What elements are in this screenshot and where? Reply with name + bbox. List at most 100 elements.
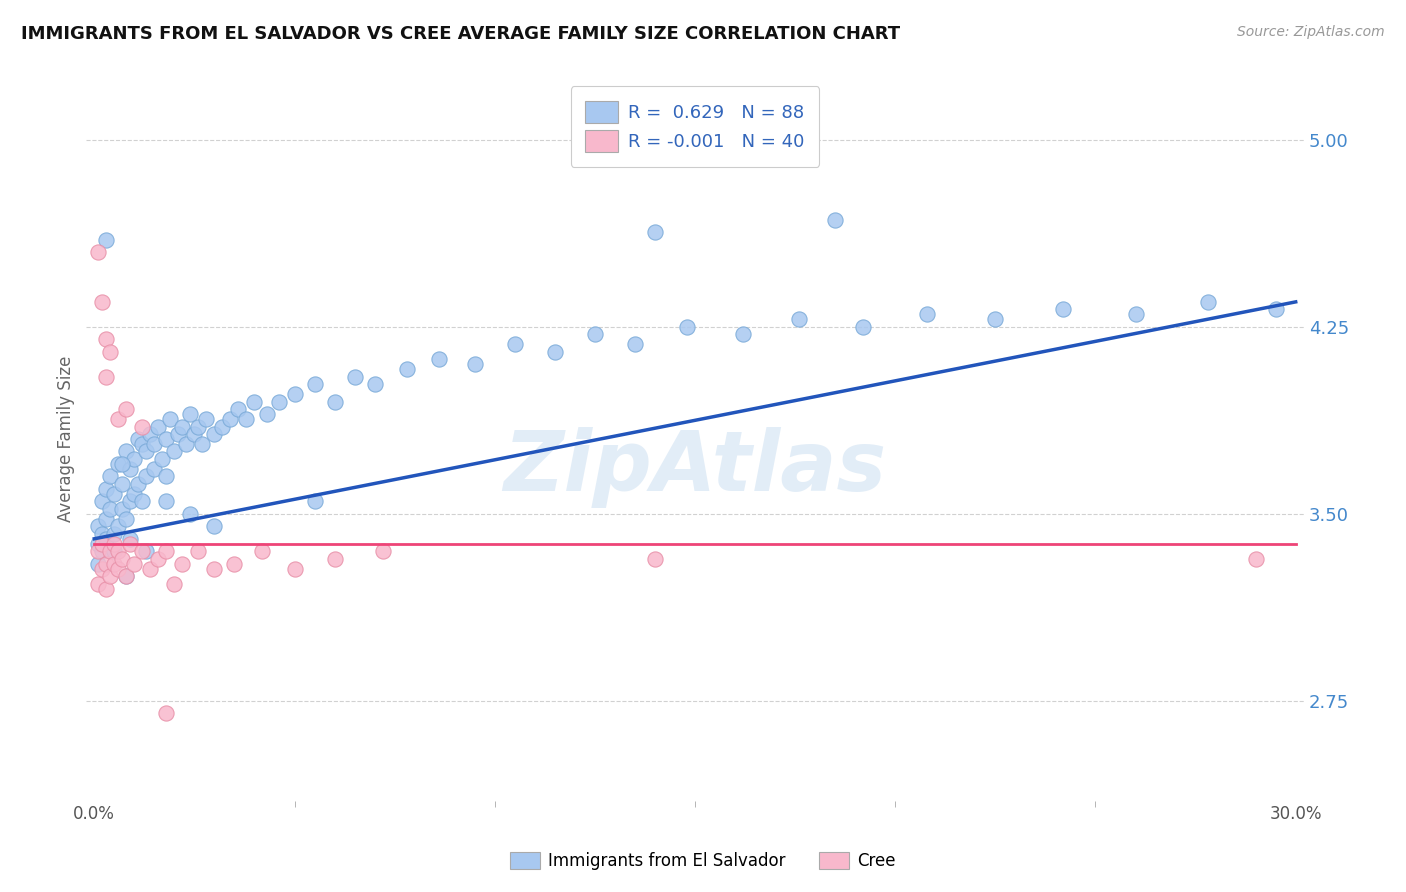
Point: [139, 562, 162, 576]
Point: [243, 394, 266, 409]
Point: [283, 562, 305, 576]
Point: [87, 537, 110, 551]
Point: [187, 419, 209, 434]
Point: [159, 412, 181, 426]
Point: [124, 557, 146, 571]
Point: [172, 419, 194, 434]
Point: [120, 532, 142, 546]
Point: [150, 452, 173, 467]
Point: [115, 569, 138, 583]
Point: [96, 582, 118, 596]
Point: [363, 377, 385, 392]
Point: [256, 407, 278, 421]
Point: [131, 494, 153, 508]
Point: [96, 369, 118, 384]
Point: [371, 544, 394, 558]
Point: [107, 457, 129, 471]
Point: [127, 477, 149, 491]
Point: [503, 337, 526, 351]
Point: [96, 532, 118, 546]
Point: [852, 319, 875, 334]
Point: [87, 245, 110, 260]
Point: [103, 487, 125, 501]
Point: [131, 437, 153, 451]
Point: [91, 526, 114, 541]
Point: [204, 427, 226, 442]
Point: [323, 551, 346, 566]
Point: [219, 412, 242, 426]
Point: [139, 427, 162, 442]
Point: [155, 469, 177, 483]
Point: [583, 327, 606, 342]
Point: [135, 469, 157, 483]
Point: [111, 551, 134, 566]
Point: [87, 557, 110, 571]
Point: [155, 706, 177, 721]
Point: [135, 444, 157, 458]
Point: [103, 537, 125, 551]
Point: [115, 444, 138, 458]
Point: [91, 494, 114, 508]
Point: [1197, 294, 1219, 309]
Legend: R =  0.629   N = 88, R = -0.001   N = 40: R = 0.629 N = 88, R = -0.001 N = 40: [571, 87, 820, 167]
Point: [120, 462, 142, 476]
Point: [91, 537, 114, 551]
Point: [228, 402, 250, 417]
Point: [98, 544, 121, 558]
Point: [143, 462, 166, 476]
Point: [787, 312, 810, 326]
Point: [984, 312, 1007, 326]
Point: [395, 362, 418, 376]
Point: [120, 537, 142, 551]
Point: [155, 494, 177, 508]
Point: [98, 569, 121, 583]
Point: [87, 576, 110, 591]
Point: [183, 427, 205, 442]
Point: [155, 432, 177, 446]
Point: [1125, 307, 1147, 321]
Point: [267, 394, 290, 409]
Point: [676, 319, 699, 334]
Point: [111, 457, 134, 471]
Point: [283, 387, 305, 401]
Point: [172, 557, 194, 571]
Point: [98, 344, 121, 359]
Point: [143, 437, 166, 451]
Point: [131, 419, 153, 434]
Point: [343, 369, 366, 384]
Point: [917, 307, 939, 321]
Point: [96, 482, 118, 496]
Point: [731, 327, 754, 342]
Point: [148, 551, 170, 566]
Point: [644, 225, 666, 239]
Point: [211, 419, 233, 434]
Point: [235, 412, 257, 426]
Point: [96, 557, 118, 571]
Point: [107, 544, 129, 558]
Point: [96, 332, 118, 346]
Point: [115, 569, 138, 583]
Point: [107, 562, 129, 576]
Point: [179, 507, 201, 521]
Point: [252, 544, 274, 558]
Text: ZipAtlas: ZipAtlas: [503, 427, 887, 508]
Point: [1052, 302, 1074, 317]
Point: [176, 437, 198, 451]
Point: [91, 294, 114, 309]
Point: [115, 402, 138, 417]
Point: [1264, 302, 1286, 317]
Point: [111, 477, 134, 491]
Point: [103, 557, 125, 571]
Y-axis label: Average Family Size: Average Family Size: [58, 356, 75, 522]
Point: [91, 544, 114, 558]
Point: [644, 551, 666, 566]
Point: [1244, 551, 1267, 566]
Point: [120, 494, 142, 508]
Point: [304, 494, 326, 508]
Point: [96, 233, 118, 247]
Point: [204, 519, 226, 533]
Point: [107, 412, 129, 426]
Point: [135, 544, 157, 558]
Point: [624, 337, 647, 351]
Point: [87, 544, 110, 558]
